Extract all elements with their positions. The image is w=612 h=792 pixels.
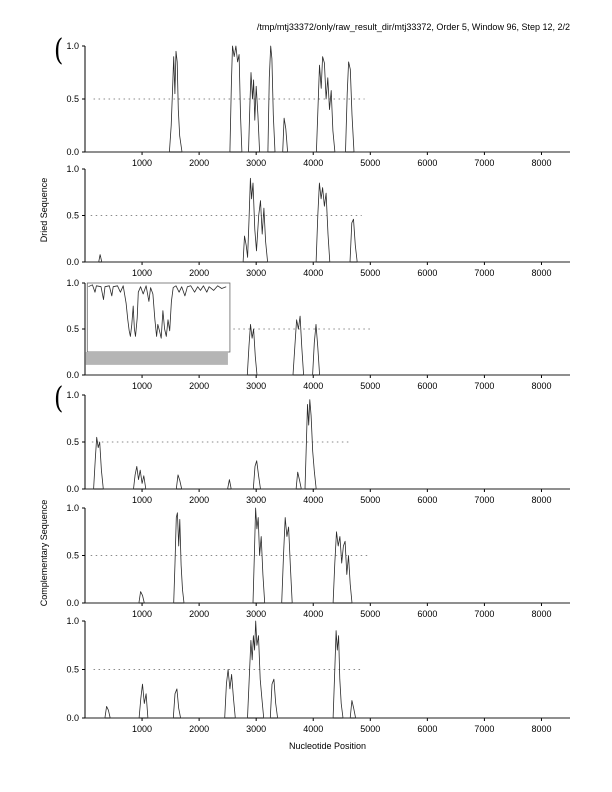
panel-4-x-tick-label: 6000 (417, 495, 437, 505)
panel-1-x-tick-label: 6000 (417, 158, 437, 168)
panel-1-x-tick-label: 3000 (246, 158, 266, 168)
panel-5-y-tick-label: 1.0 (66, 503, 79, 513)
panel-1-x-tick-label: 1000 (132, 158, 152, 168)
panel-2-plot: 1000 2000 3000 4000 5000 6000 7000 8000 0.0 0.5 1.… (66, 164, 570, 278)
panel-3-trace (85, 315, 570, 376)
panel-5-y-tick-label: 0.5 (66, 551, 79, 561)
panel-3-y-tick-label: 0.5 (66, 324, 79, 334)
panel-6-y-tick-label: 0.5 (66, 665, 79, 675)
panel-2-x-tick-label: 2000 (189, 268, 209, 278)
panel-6-x-tick-label: 3000 (246, 724, 266, 734)
panel-5-x-tick-label: 6000 (417, 609, 437, 619)
panel-1-x-tick-label: 7000 (474, 158, 494, 168)
panel-2-y-tick-label: 0.5 (66, 211, 79, 221)
panel-6-x-tick-label: 7000 (474, 724, 494, 734)
panel-6-y-tick-label: 0.0 (66, 713, 79, 723)
panel-5: 1000 2000 3000 4000 5000 6000 7000 8000 0.0 0.5 1.… (0, 502, 612, 630)
panel-6: 1000 2000 3000 4000 5000 6000 7000 8000 0.0 0.5 1.… (0, 615, 612, 745)
panel-2-y-tick-label: 1.0 (66, 164, 79, 174)
panel-6-trace (85, 620, 570, 719)
panel-2: 1000 2000 3000 4000 5000 6000 7000 8000 0.0 0.5 1.… (0, 163, 612, 289)
panel-6-x-tick-label: 5000 (360, 724, 380, 734)
panel-6-x-tick-label: 4000 (303, 724, 323, 734)
chart-title: /tmp/mtj33372/only/raw_result_dir/mtj333… (256, 22, 570, 32)
panel-5-plot: 1000 2000 3000 4000 5000 6000 7000 8000 0.0 0.5 1.… (66, 503, 570, 619)
panel-1-trace (85, 45, 570, 153)
panel-5-x-tick-label: 4000 (303, 609, 323, 619)
panel-4-x-tick-label: 2000 (189, 495, 209, 505)
panel-1-plot: 1000 2000 3000 4000 5000 6000 7000 8000 0.0 0.5 1.… (66, 41, 570, 168)
panel-4: 1000 2000 3000 4000 5000 6000 7000 8000 0.0 0.5 1.… (0, 389, 612, 516)
panel-4-y-tick-label: 0.0 (66, 484, 79, 494)
panel-3-x-tick-label: 3000 (246, 381, 266, 391)
panel-6-x-tick-label: 2000 (189, 724, 209, 734)
panel-1-y-tick-label: 0.5 (66, 94, 79, 104)
panel-6-x-tick-label: 1000 (132, 724, 152, 734)
panel-5-x-tick-label: 7000 (474, 609, 494, 619)
panel-5-y-tick-label: 0.0 (66, 598, 79, 608)
panel-1-x-tick-label: 4000 (303, 158, 323, 168)
panel-4-y-tick-label: 0.5 (66, 437, 79, 447)
panel-6-x-tick-label: 8000 (531, 724, 551, 734)
panel-3-x-tick-label: 7000 (474, 381, 494, 391)
panel-5-x-tick-label: 3000 (246, 609, 266, 619)
panel-2-x-tick-label: 4000 (303, 268, 323, 278)
panel-2-x-tick-label: 7000 (474, 268, 494, 278)
group-brace-bottom-icon: ( (54, 380, 64, 416)
panel-2-x-tick-label: 8000 (531, 268, 551, 278)
panel-2-x-tick-label: 1000 (132, 268, 152, 278)
panel-6-plot: 1000 2000 3000 4000 5000 6000 7000 8000 0.0 0.5 1.… (66, 616, 570, 734)
panel-4-x-tick-label: 3000 (246, 495, 266, 505)
panel-1-x-tick-label: 5000 (360, 158, 380, 168)
panel-3-inset-trace (88, 284, 227, 339)
panel-2-x-tick-label: 5000 (360, 268, 380, 278)
panel-6-x-tick-label: 6000 (417, 724, 437, 734)
panel-4-x-tick-label: 4000 (303, 495, 323, 505)
panel-4-x-tick-label: 7000 (474, 495, 494, 505)
panel-2-trace (85, 177, 570, 263)
panel-4-x-tick-label: 1000 (132, 495, 152, 505)
panel-4-x-tick-label: 5000 (360, 495, 380, 505)
panel-5-x-tick-label: 1000 (132, 609, 152, 619)
panel-1-x-tick-label: 2000 (189, 158, 209, 168)
panel-1-y-tick-label: 0.0 (66, 147, 79, 157)
panel-5-trace (85, 507, 570, 604)
panel-5-x-tick-label: 5000 (360, 609, 380, 619)
panel-3: 1000 2000 3000 4000 5000 6000 7000 8000 0.0 0.5 1.… (0, 277, 612, 402)
panel-2-x-tick-label: 3000 (246, 268, 266, 278)
panel-4-trace (85, 399, 570, 490)
panel-6-y-tick-label: 1.0 (66, 616, 79, 626)
panel-3-highlight-bar (85, 352, 228, 365)
panel-4-y-tick-label: 1.0 (66, 390, 79, 400)
panel-3-plot: 1000 2000 3000 4000 5000 6000 7000 8000 0.0 0.5 1.… (66, 278, 570, 391)
panel-5-x-tick-label: 8000 (531, 609, 551, 619)
panel-3-x-tick-label: 6000 (417, 381, 437, 391)
panel-1: 1000 2000 3000 4000 5000 6000 7000 8000 0.0 0.5 1.… (0, 40, 612, 179)
panel-3-x-tick-label: 2000 (189, 381, 209, 391)
panel-3-x-tick-label: 1000 (132, 381, 152, 391)
panel-4-x-tick-label: 8000 (531, 495, 551, 505)
panel-3-x-tick-label: 8000 (531, 381, 551, 391)
panel-1-x-tick-label: 8000 (531, 158, 551, 168)
panel-3-y-tick-label: 1.0 (66, 278, 79, 288)
panel-3-y-tick-label: 0.0 (66, 370, 79, 380)
panel-3-x-tick-label: 4000 (303, 381, 323, 391)
panel-4-plot: 1000 2000 3000 4000 5000 6000 7000 8000 0.0 0.5 1.… (66, 390, 570, 505)
panel-3-inset-box (86, 282, 231, 353)
panel-5-x-tick-label: 2000 (189, 609, 209, 619)
group-brace-top-icon: ( (54, 32, 64, 68)
panel-2-x-tick-label: 6000 (417, 268, 437, 278)
x-axis-label: Nucleotide Position (288, 741, 367, 751)
panel-2-y-tick-label: 0.0 (66, 257, 79, 267)
panel-1-y-tick-label: 1.0 (66, 41, 79, 51)
panel-3-x-tick-label: 5000 (360, 381, 380, 391)
